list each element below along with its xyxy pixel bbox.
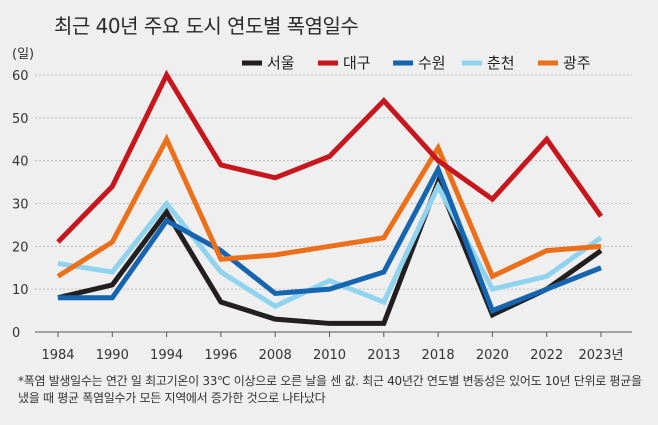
x-tick-label: 1994 [150,348,183,363]
series-line-대구 [56,69,604,244]
y-tick-label: 20 [12,240,29,255]
legend-label-수원: 수원 [418,54,446,72]
x-tick-label: 2013 [367,348,400,363]
footnote: *폭염 발생일수는 연간 일 최고기온이 33℃ 이상으로 오른 날을 센 값.… [18,374,642,405]
legend-label-광주: 광주 [563,54,591,72]
x-tick-label: 2018 [422,348,455,363]
legend-label-서울: 서울 [267,54,295,72]
y-tick-label: 30 [12,198,29,213]
series-line-수원 [58,163,602,314]
y-tick-label: 50 [12,112,29,127]
y-axis-label: (일) [12,47,34,62]
series-line-서울 [57,175,603,326]
x-tick-label: 2022 [530,348,563,363]
series-line-광주 [56,133,602,280]
series-line-춘천 [57,180,603,310]
x-tick-label: 2010 [313,348,346,363]
x-tick-label: 2008 [259,348,292,363]
y-tick-label: 40 [12,155,29,170]
y-tick-label: 60 [12,69,29,84]
x-tick-label: 1996 [204,348,237,363]
legend-label-대구: 대구 [343,54,371,72]
y-tick-label: 10 [12,283,29,298]
legend-label-춘천: 춘천 [487,54,515,72]
x-tick-label: 2020 [476,348,509,363]
x-tick-label: 1984 [41,348,74,363]
chart-title: 최근 40년 주요 도시 연도별 폭염일수 [54,14,359,38]
x-tick-label: 2023년 [578,348,623,363]
x-tick-label: 1990 [96,348,129,363]
y-tick-label: 0 [12,326,20,341]
